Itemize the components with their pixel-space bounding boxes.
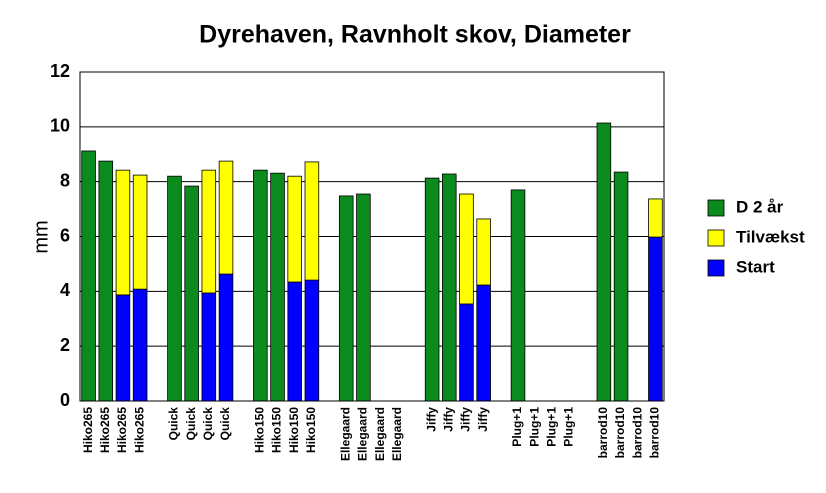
bar-segment xyxy=(510,189,526,402)
x-tick-label: Jiffy xyxy=(424,407,438,432)
x-tick-label: Plug+1 xyxy=(562,407,576,447)
bar-segment xyxy=(201,292,217,402)
x-tick-label: Ellegaard xyxy=(338,407,352,461)
legend-label: Tilvækst xyxy=(736,227,805,246)
y-tick-label: 4 xyxy=(60,280,70,300)
x-tick-label: Quick xyxy=(184,407,198,441)
x-tick-label: Ellegaard xyxy=(356,407,370,461)
legend-label: D 2 år xyxy=(736,197,784,216)
bar-segment xyxy=(132,174,148,290)
y-tick-label: 8 xyxy=(60,170,70,190)
y-tick-label: 2 xyxy=(60,335,70,355)
x-tick-label: barrod10 xyxy=(596,407,610,459)
y-tick-label: 6 xyxy=(60,225,70,245)
x-tick-label: Hiko265 xyxy=(81,407,95,453)
legend-swatch xyxy=(707,259,725,277)
bar-segment xyxy=(476,284,491,402)
x-tick-label: Jiffy xyxy=(476,407,490,432)
bar-segment xyxy=(304,279,320,402)
legend-swatch xyxy=(707,229,725,247)
bar-segment xyxy=(648,198,663,238)
bar-segment xyxy=(115,169,131,296)
bar-segment xyxy=(476,218,491,286)
bar-segment xyxy=(596,122,612,402)
bar-segment xyxy=(338,195,354,402)
bar-segment xyxy=(442,173,457,402)
bar-segment xyxy=(356,193,371,402)
y-tick-label: 0 xyxy=(60,390,70,410)
x-tick-label: Plug+1 xyxy=(527,407,541,447)
bar-segment xyxy=(304,161,320,281)
plot-frame xyxy=(79,71,665,402)
bar-segment xyxy=(459,303,474,402)
bar-segment xyxy=(459,193,474,305)
bar-segment xyxy=(98,160,114,402)
x-tick-label: Quick xyxy=(218,407,232,441)
chart-title: Dyrehaven, Ravnholt skov, Diameter xyxy=(199,21,631,49)
x-tick-label: barrod10 xyxy=(613,407,627,459)
bar-segment xyxy=(81,150,96,402)
y-tick-label: 12 xyxy=(50,61,70,81)
x-tick-label: Jiffy xyxy=(459,407,473,432)
x-tick-label: barrod10 xyxy=(630,407,644,459)
bar-segment xyxy=(287,175,302,283)
legend-swatch xyxy=(707,199,725,217)
x-tick-label: Plug+1 xyxy=(545,407,559,447)
x-tick-label: Quick xyxy=(167,407,181,441)
x-tick-label: Hiko150 xyxy=(287,407,301,453)
bar-segment xyxy=(184,185,199,402)
x-tick-label: Quick xyxy=(201,407,215,441)
bar-segment xyxy=(132,288,148,402)
x-tick-label: Hiko265 xyxy=(132,407,146,453)
x-tick-label: Plug+1 xyxy=(510,407,524,447)
bar-segment xyxy=(424,177,440,402)
y-tick-label: 10 xyxy=(50,116,70,136)
bar-segment xyxy=(253,169,268,402)
x-tick-label: Hiko150 xyxy=(253,407,267,453)
bar-segment xyxy=(167,175,182,402)
legend-label: Start xyxy=(736,257,775,276)
bar-segment xyxy=(270,172,285,402)
x-tick-label: Hiko265 xyxy=(98,407,112,453)
x-tick-label: Hiko150 xyxy=(304,407,318,453)
bar-segment xyxy=(201,169,217,294)
y-axis-label: mm xyxy=(30,220,52,253)
bar-segment xyxy=(287,281,302,402)
x-tick-label: Ellegaard xyxy=(373,407,387,461)
x-tick-label: Ellegaard xyxy=(390,407,404,461)
bar-segment xyxy=(218,273,234,402)
x-tick-label: Hiko150 xyxy=(270,407,284,453)
x-tick-label: barrod10 xyxy=(648,407,662,459)
x-tick-label: Jiffy xyxy=(441,407,455,432)
bar-segment xyxy=(115,294,131,402)
bar-segment xyxy=(648,236,663,402)
bar-segment xyxy=(613,171,629,402)
bar-segment xyxy=(218,160,234,275)
x-tick-label: Hiko265 xyxy=(115,407,129,453)
